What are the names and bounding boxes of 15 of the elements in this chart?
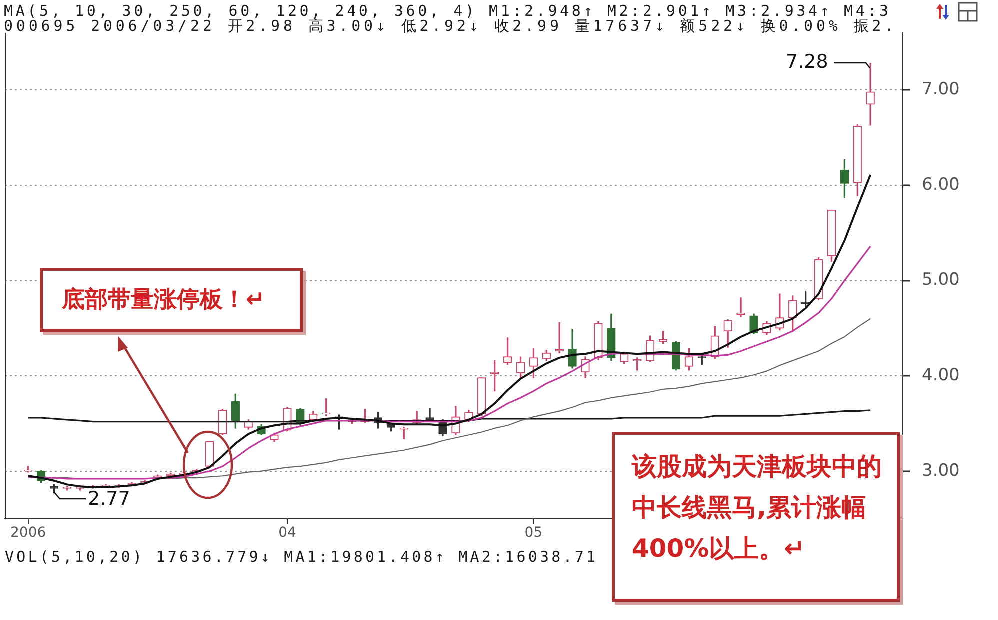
x-tick-label: 04 bbox=[278, 525, 296, 542]
x-tick-label: 2006 bbox=[10, 525, 46, 542]
y-tick-label: 7.00 bbox=[922, 80, 960, 100]
y-tick-label: 3.00 bbox=[922, 460, 960, 481]
x-tick-label: 05 bbox=[524, 525, 543, 542]
annotation: 该股成为天津板块中的中长线黑马,累计涨幅400%以上。↵ bbox=[632, 451, 883, 565]
text: MA(5, 10, 30, 250, 60, 120, 240, 360, 4) M1:2.948↑ M2:2.901↑ M3:2.934↑ M4:3 bbox=[4, 2, 892, 20]
y-tick-label: 5.00 bbox=[922, 270, 960, 290]
annotation: 底部带量涨停板！↵ bbox=[62, 286, 266, 315]
annotation: 2.77 bbox=[88, 488, 130, 510]
annotation: 7.28 bbox=[786, 51, 828, 73]
text: VOL(5,10,20) 17636.779↓ MA1:19801.408↑ MA2:16038.71 bbox=[5, 548, 598, 566]
annotation: 000695 2006/03/22 开2.98 高3.00↓ 低2.92↓ 收2.99 量17637↓ 额522↓ 换0.00% 振2. bbox=[4, 17, 898, 36]
y-tick-label: 6.00 bbox=[922, 174, 960, 195]
y-tick-label: 4.00 bbox=[922, 365, 960, 386]
